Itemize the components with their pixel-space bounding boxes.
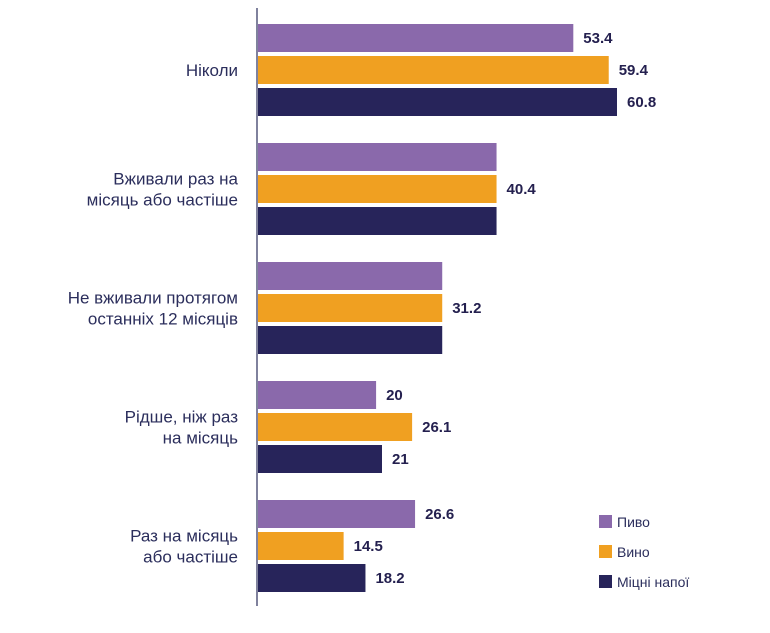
bar: [258, 143, 497, 171]
category-label: Ніколи: [186, 61, 238, 80]
value-label: 20: [386, 387, 403, 404]
bar: [258, 564, 366, 592]
legend: Пиво Вино Міцні напої: [599, 514, 689, 590]
value-label: 60.8: [627, 94, 656, 111]
category-label: Рідше, ніж раз на місяць: [125, 408, 239, 448]
legend-label: Вино: [617, 544, 650, 560]
bar: [258, 88, 617, 116]
bar: [258, 262, 443, 290]
category-label-line: останніх 12 місяців: [88, 310, 238, 329]
category-label: Раз на місяць або частіше: [130, 527, 238, 567]
bar: [258, 56, 609, 84]
category-label: Вживали раз на місяць або частіше: [87, 170, 239, 210]
value-label: 14.5: [354, 538, 383, 555]
value-label: 31.2: [452, 300, 481, 317]
value-label: 26.6: [425, 506, 454, 523]
category-label-line: Рідше, ніж раз: [125, 408, 239, 427]
legend-swatch: [599, 575, 612, 588]
legend-label: Пиво: [617, 514, 650, 530]
category-label-line: Раз на місяць: [130, 527, 238, 546]
legend-label: Міцні напої: [617, 574, 689, 590]
category-labels: Ніколи Вживали раз на місяць або частіше Не…: [68, 61, 239, 567]
bar: [258, 532, 344, 560]
category-label-line: Не вживали протягом: [68, 289, 238, 308]
category-label-line: або частіше: [143, 548, 238, 567]
bar: [258, 381, 377, 409]
category-label-line: Ніколи: [186, 61, 238, 80]
value-label: 21: [392, 451, 409, 468]
bar: [258, 24, 574, 52]
bars: [258, 24, 617, 592]
bar: [258, 445, 382, 473]
legend-swatch: [599, 515, 612, 528]
bar: [258, 207, 497, 235]
value-label: 40.4: [507, 181, 537, 198]
category-label-line: на місяць: [163, 429, 238, 448]
category-label: Не вживали протягом останніх 12 місяців: [68, 289, 238, 329]
bar: [258, 500, 416, 528]
value-label: 26.1: [422, 419, 451, 436]
category-label-line: Вживали раз на: [113, 170, 238, 189]
value-label: 18.2: [375, 570, 404, 587]
value-labels: 53.4 59.4 60.8 40.4 31.2 20 26.1 21 26.6 14.5 18.2: [354, 30, 657, 587]
bar: [258, 175, 497, 203]
legend-swatch: [599, 545, 612, 558]
value-label: 53.4: [583, 30, 613, 47]
value-label: 59.4: [619, 62, 649, 79]
bar: [258, 326, 443, 354]
bar: [258, 294, 443, 322]
category-label-line: місяць або частіше: [87, 191, 238, 210]
bar: [258, 413, 413, 441]
